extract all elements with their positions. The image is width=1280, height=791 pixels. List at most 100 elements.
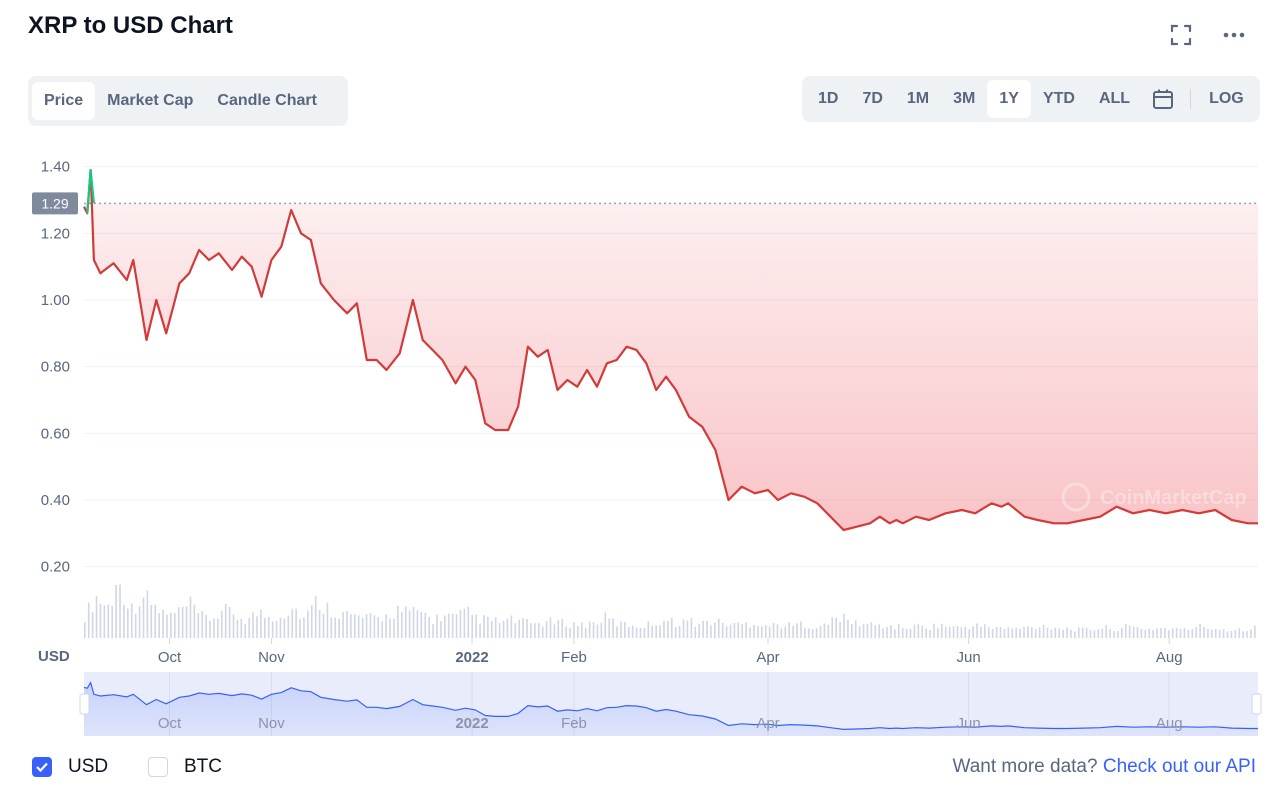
legend-btc[interactable]: BTC bbox=[148, 756, 222, 778]
y-tick-label: 0.20 bbox=[41, 559, 70, 576]
navigator-right-handle[interactable] bbox=[1251, 693, 1262, 715]
legend-usd[interactable]: USD bbox=[32, 756, 108, 778]
volume-bar bbox=[1207, 628, 1209, 638]
tab-candle-chart[interactable]: Candle Chart bbox=[217, 92, 317, 109]
volume-bar bbox=[1136, 626, 1139, 638]
volume-bar bbox=[557, 620, 560, 638]
api-promo: Want more data? Check out our API bbox=[953, 756, 1256, 778]
price-chart[interactable]: 1.29 0.20 0.40 0.60 0.80 1.00 1.20 1.40 Oct Nov… bbox=[0, 140, 1280, 745]
volume-bar bbox=[858, 626, 861, 638]
volume-bar bbox=[404, 606, 407, 638]
volume-bar bbox=[463, 608, 466, 638]
volume-bar bbox=[1003, 628, 1006, 638]
volume-bar bbox=[635, 627, 638, 638]
volume-bar bbox=[944, 626, 947, 638]
volume-bar bbox=[275, 620, 278, 638]
y-tick-label: 0.60 bbox=[41, 425, 70, 442]
volume-bar bbox=[882, 628, 884, 638]
volume-bar bbox=[350, 614, 352, 638]
tab-market-cap[interactable]: Market Cap bbox=[107, 92, 194, 109]
log-toggle[interactable]: LOG bbox=[1209, 90, 1244, 107]
volume-bar bbox=[530, 623, 532, 638]
api-link[interactable]: Check out our API bbox=[1102, 756, 1256, 777]
volume-bar bbox=[612, 618, 614, 638]
volume-bar bbox=[1164, 627, 1166, 638]
range-ytd[interactable]: YTD bbox=[1042, 90, 1075, 107]
fullscreen-icon[interactable] bbox=[1168, 22, 1194, 48]
volume-bar bbox=[1062, 629, 1064, 638]
volume-bar bbox=[130, 603, 133, 638]
volume-bar bbox=[252, 612, 254, 638]
volume-bar bbox=[1050, 629, 1053, 638]
volume-bar bbox=[937, 628, 939, 638]
more-icon[interactable] bbox=[1221, 22, 1247, 48]
volume-bar bbox=[620, 621, 622, 638]
volume-bar bbox=[436, 614, 438, 638]
volume-bar bbox=[627, 627, 630, 638]
volume-bar bbox=[326, 602, 329, 638]
range-1y[interactable]: 1Y bbox=[987, 80, 1031, 118]
volume-bar bbox=[1175, 627, 1178, 638]
navigator-left-handle[interactable] bbox=[79, 693, 90, 715]
volume-bar bbox=[479, 623, 481, 638]
volume-bar bbox=[314, 596, 317, 638]
range-1d[interactable]: 1D bbox=[818, 90, 839, 107]
range-all[interactable]: ALL bbox=[1098, 90, 1131, 107]
volume-bar bbox=[608, 618, 610, 638]
volume-bar bbox=[142, 597, 145, 638]
tab-price[interactable]: Price bbox=[32, 82, 96, 120]
watermark-logo: CoinMarketCap bbox=[1061, 482, 1247, 512]
volume-bar bbox=[408, 610, 411, 638]
volume-bar bbox=[835, 617, 837, 638]
volume-bar bbox=[1171, 628, 1174, 638]
calendar-icon[interactable] bbox=[1152, 88, 1174, 110]
volume-bar bbox=[205, 615, 207, 638]
volume-bar bbox=[972, 626, 974, 638]
volume-bar bbox=[890, 624, 892, 638]
volume-bar bbox=[354, 614, 356, 638]
volume-bar bbox=[999, 626, 1002, 638]
volume-bar bbox=[968, 629, 971, 638]
volume-bar bbox=[663, 620, 665, 638]
volume-bar bbox=[917, 623, 920, 638]
volume-bar bbox=[541, 626, 544, 638]
volume-bar bbox=[416, 610, 419, 638]
volume-bar bbox=[389, 618, 391, 638]
volume-bar bbox=[874, 625, 877, 638]
range-1m[interactable]: 1M bbox=[906, 90, 930, 107]
volume-bar bbox=[717, 618, 720, 638]
volume-bar bbox=[220, 610, 223, 638]
volume-bar bbox=[197, 613, 200, 638]
volume-bar bbox=[240, 618, 243, 638]
volume-bar bbox=[1234, 629, 1237, 638]
btc-checkbox[interactable] bbox=[148, 757, 168, 777]
volume-bar bbox=[455, 614, 458, 638]
volume-bar bbox=[1140, 628, 1143, 638]
volume-bar bbox=[995, 626, 998, 638]
volume-bar bbox=[831, 617, 834, 638]
volume-bar bbox=[686, 620, 689, 638]
volume-bar bbox=[1117, 630, 1119, 638]
volume-bar bbox=[471, 615, 474, 638]
range-navigator[interactable]: Oct Nov 2022 Feb Apr Jun Aug bbox=[79, 672, 1262, 736]
range-3m[interactable]: 3M bbox=[953, 90, 976, 107]
volume-bar bbox=[784, 626, 787, 638]
usd-checkbox[interactable] bbox=[32, 757, 52, 777]
volume-bar bbox=[1089, 629, 1092, 638]
volume-bar bbox=[1038, 627, 1041, 638]
volume-bar bbox=[811, 629, 814, 638]
volume-bar bbox=[823, 623, 826, 638]
volume-bar bbox=[1203, 626, 1205, 638]
volume-bar bbox=[854, 620, 857, 638]
range-7d[interactable]: 7D bbox=[862, 90, 883, 107]
volume-bar bbox=[502, 620, 505, 638]
volume-bar bbox=[303, 617, 305, 638]
volume-bar bbox=[847, 619, 849, 638]
volume-bar bbox=[381, 621, 384, 638]
volume-bar bbox=[115, 584, 117, 638]
volume-bar bbox=[694, 626, 697, 638]
volume-bar bbox=[1191, 628, 1194, 638]
volume-bar bbox=[393, 618, 395, 638]
time-range-selector: 1D 7D 1M 3M 1Y YTD ALL LOG bbox=[802, 76, 1260, 122]
volume-bar bbox=[702, 620, 704, 638]
